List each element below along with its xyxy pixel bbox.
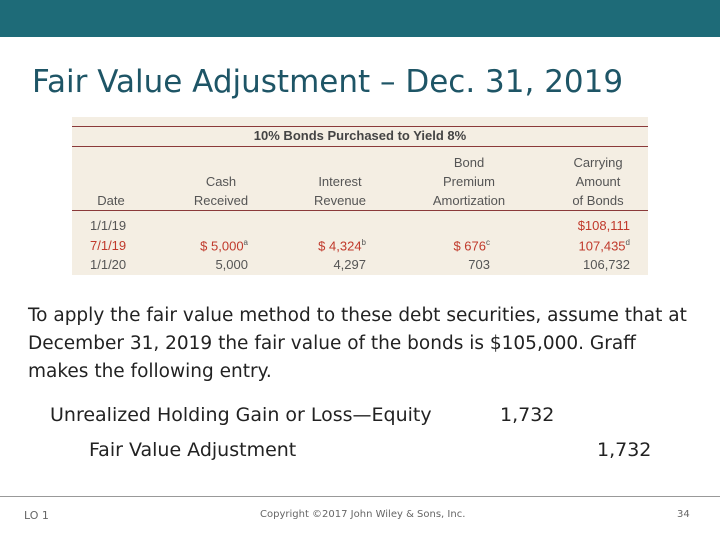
column-header: Interest xyxy=(318,174,362,189)
debit-account: Unrealized Holding Gain or Loss—Equity xyxy=(50,404,432,426)
table-cell: $ 676c xyxy=(453,238,490,253)
body-text: To apply the fair value method to these … xyxy=(28,305,687,382)
footnote-mark: d xyxy=(625,237,630,247)
column-header: Amortization xyxy=(432,193,506,208)
column-header: Bond xyxy=(453,155,485,170)
table-cell: 1/1/20 xyxy=(90,257,127,272)
table-cell: 4,297 xyxy=(333,257,366,272)
table-cell: 7/1/19 xyxy=(90,237,127,253)
column-header: Premium xyxy=(442,174,495,189)
copyright: Copyright ©2017 John Wiley & Sons, Inc. xyxy=(260,509,466,520)
page-number: 34 xyxy=(677,509,690,520)
credit-amount: 1,732 xyxy=(597,439,652,461)
column-header: of Bonds xyxy=(572,193,624,208)
column-header: Revenue xyxy=(313,193,367,208)
bond-table: 10% Bonds Purchased to Yield 8% Date Cash… xyxy=(72,117,648,275)
column-header: Cash xyxy=(205,174,237,189)
table-cell: $ 5,000a xyxy=(200,238,248,253)
cell-value: 107,435 xyxy=(578,237,626,253)
column-header: Carrying xyxy=(573,155,623,170)
footnote-mark: c xyxy=(486,237,490,247)
table-cell: 107,435d xyxy=(579,238,630,253)
table-cell: 703 xyxy=(468,257,490,272)
table-cell: $ 4,324b xyxy=(318,238,366,253)
learning-objective: LO 1 xyxy=(24,509,49,522)
column-header: Amount xyxy=(575,174,621,189)
cell-value: $ 676 xyxy=(453,237,486,253)
title: Fair Value Adjustment – Dec. 31, 2019 xyxy=(32,64,624,100)
rule xyxy=(72,146,648,147)
footnote-mark: b xyxy=(361,237,366,247)
table-cell: 106,732 xyxy=(583,257,630,272)
cell-value: $ 4,324 xyxy=(318,237,362,253)
table-caption: 10% Bonds Purchased to Yield 8% xyxy=(253,128,467,143)
table-cell: 1/1/19 xyxy=(90,218,127,233)
top-bar xyxy=(0,0,720,37)
column-header: Received xyxy=(193,193,249,208)
footer-rule xyxy=(0,496,720,497)
rule xyxy=(72,210,648,211)
credit-account: Fair Value Adjustment xyxy=(89,439,297,461)
footnote-mark: a xyxy=(243,237,248,247)
table-cell: $108,111 xyxy=(577,218,630,233)
rule xyxy=(72,126,648,127)
cell-value: $ 5,000 xyxy=(200,237,244,253)
debit-amount: 1,732 xyxy=(500,404,555,426)
table-cell: 5,000 xyxy=(215,257,248,272)
column-header: Date xyxy=(97,193,125,208)
